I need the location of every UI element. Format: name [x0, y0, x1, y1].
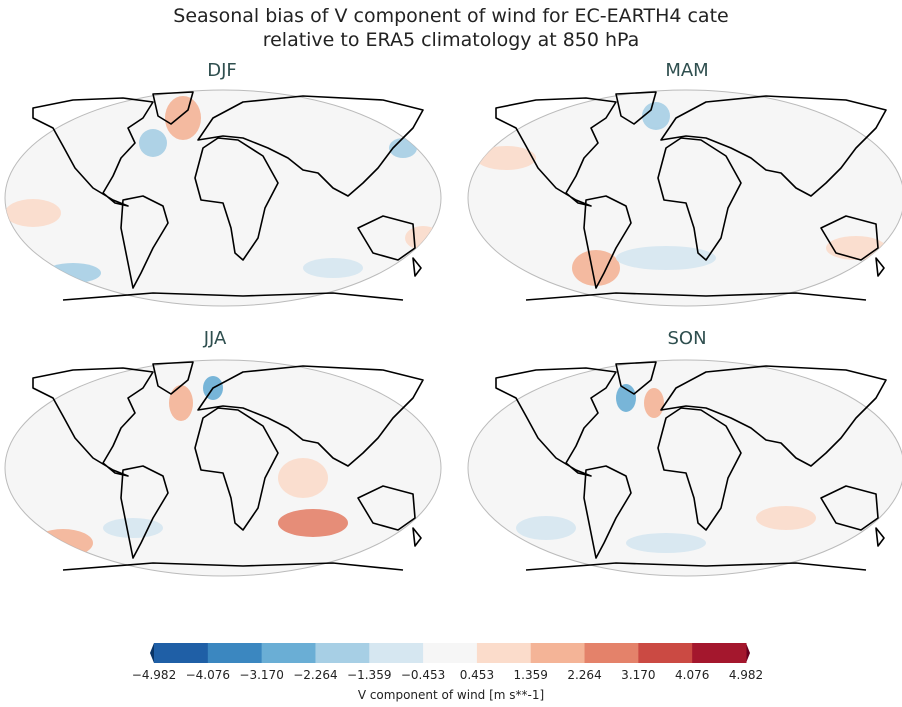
bias-region: [476, 146, 536, 170]
colorbar-segment: [261, 643, 316, 663]
bias-region: [616, 384, 636, 412]
bias-region: [278, 509, 348, 537]
bias-region: [303, 258, 363, 278]
bias-region: [756, 506, 816, 530]
colorbar-tick-label: 3.170: [621, 668, 656, 682]
colorbar-tick-label: −0.453: [400, 668, 446, 682]
bias-region: [405, 226, 441, 250]
bias-region: [278, 458, 328, 498]
colorbar-label: V component of wind [m s**-1]: [357, 688, 545, 702]
colorbar-extend-over: [746, 643, 750, 663]
panel-title-djf: DJF: [207, 60, 237, 81]
colorbar-tick-label: −4.982: [131, 668, 177, 682]
bias-region: [139, 129, 167, 157]
bias-region: [642, 102, 670, 130]
colorbar-segment: [207, 643, 263, 663]
colorbar-extend-under: [150, 643, 154, 663]
colorbar-tick-label: −1.359: [347, 668, 392, 682]
map-mam: [467, 89, 902, 307]
bias-region: [644, 388, 664, 418]
bias-region: [389, 138, 417, 158]
bias-region: [572, 250, 620, 286]
colorbar: [150, 643, 750, 663]
panel-title-mam: MAM: [665, 60, 709, 81]
colorbar-segment: [638, 643, 693, 663]
bias-region: [165, 96, 201, 140]
colorbar-segment: [315, 643, 370, 663]
colorbar-segment: [369, 643, 424, 663]
colorbar-tick-label: 2.264: [567, 668, 602, 682]
bias-region: [626, 533, 706, 553]
map-son: [467, 359, 902, 577]
colorbar-tick-label: −3.170: [239, 668, 284, 682]
colorbar-segment: [692, 643, 747, 663]
panel-title-son: SON: [667, 328, 707, 349]
colorbar-segment: [154, 643, 209, 663]
bias-region: [103, 518, 163, 538]
colorbar-tick-label: 1.359: [513, 668, 548, 682]
colorbar-tick-label: 4.982: [728, 668, 764, 682]
bias-region: [33, 529, 93, 557]
colorbar-tick-label: −4.076: [185, 668, 231, 682]
colorbar-tick-label: 0.453: [459, 668, 495, 682]
colorbar-segment: [530, 643, 586, 663]
colorbar-segment: [423, 643, 478, 663]
bias-region: [616, 246, 716, 270]
map-jja: [4, 359, 442, 577]
bias-region: [5, 199, 61, 227]
figure-title-line1: Seasonal bias of V component of wind for…: [173, 5, 729, 27]
bias-region: [169, 385, 193, 421]
map-djf: [4, 89, 442, 307]
bias-region: [516, 516, 576, 540]
colorbar-tick-label: −2.264: [293, 668, 338, 682]
panel-title-jja: JJA: [203, 328, 227, 349]
colorbar-segment: [584, 643, 639, 663]
colorbar-tick-label: 4.076: [674, 668, 710, 682]
figure-title-line2: relative to ERA5 climatology at 850 hPa: [262, 29, 640, 51]
colorbar-segment: [476, 643, 532, 663]
